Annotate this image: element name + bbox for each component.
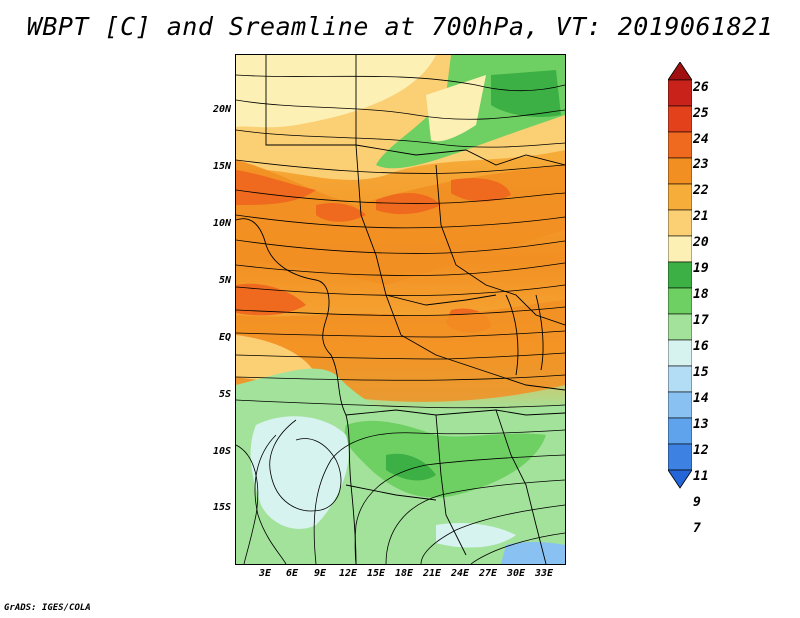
colorbar-segment (668, 157, 692, 185)
lat-label: 15N (212, 161, 231, 172)
colorbar-label: 14 (693, 391, 709, 406)
colorbar-label: 13 (693, 417, 709, 432)
colorbar-label: 7 (693, 521, 701, 536)
lon-label: 12E (338, 568, 358, 579)
lon-label: 21E (422, 568, 442, 579)
colorbar-segment (668, 287, 692, 315)
lon-label: 30E (506, 568, 526, 579)
colorbar-label: 26 (693, 80, 709, 95)
map-panel (235, 54, 566, 565)
wbpt-cold-patch-se (501, 541, 565, 564)
lon-label: 18E (394, 568, 414, 579)
colorbar-segment (668, 391, 692, 419)
colorbar-segment (668, 131, 692, 159)
colorbar-segment (668, 235, 692, 263)
lon-label: 27E (478, 568, 498, 579)
colorbar-label: 18 (693, 287, 709, 302)
lat-label: 5N (218, 275, 231, 286)
wbpt-hot-west (236, 170, 316, 205)
colorbar-segment (668, 313, 692, 341)
colorbar-label: 17 (693, 313, 709, 328)
wbpt-hot-cell-1 (316, 203, 366, 222)
lon-label: 33E (534, 568, 554, 579)
colorbar-label: 19 (693, 261, 709, 276)
footer-credit: GrADS: IGES/COLA (4, 603, 91, 613)
colorbar-segment (668, 79, 692, 107)
colorbar-label: 20 (693, 235, 709, 250)
colorbar-label: 21 (693, 209, 709, 224)
lon-label: 15E (366, 568, 386, 579)
colorbar-label: 25 (693, 106, 709, 121)
lat-label: 5S (218, 389, 231, 400)
colorbar-label: 9 (693, 495, 701, 510)
colorbar-label: 15 (693, 365, 709, 380)
colorbar-label: 23 (693, 157, 709, 172)
lat-label: 10S (212, 446, 231, 457)
colorbar-bottom-arrow (668, 469, 692, 489)
colorbar-segment (668, 417, 692, 445)
lon-label: 3E (258, 568, 272, 579)
lon-label: 6E (285, 568, 299, 579)
borders (236, 55, 565, 564)
colorbar-segment (668, 365, 692, 393)
wbpt-green-south-mid (344, 420, 546, 498)
colorbar-label: 24 (693, 132, 709, 147)
lat-label: 20N (212, 104, 231, 115)
lat-label: 15S (212, 502, 231, 513)
colorbar-label: 22 (693, 183, 709, 198)
colorbar-segment (668, 183, 692, 211)
wbpt-field-far-north (236, 55, 436, 128)
wbpt-dark-green-ne (491, 70, 561, 117)
colorbar-segment (668, 443, 692, 471)
wbpt-mild-west (236, 335, 316, 381)
colorbar-label: 11 (693, 469, 709, 484)
lat-label: 10N (212, 218, 231, 229)
wbpt-light-patch-ne (426, 75, 486, 142)
colorbar (668, 62, 692, 489)
colorbar-segment (668, 209, 692, 237)
colorbar-label: 16 (693, 339, 709, 354)
map-canvas (236, 55, 565, 564)
colorbar-segment (668, 261, 692, 289)
colorbar-segment (668, 105, 692, 133)
wbpt-hot-cell-3 (451, 178, 511, 202)
chart-title: WBPT [C] and Sreamline at 700hPa, VT: 20… (26, 12, 774, 41)
colorbar-label: 12 (693, 443, 709, 458)
lon-label: 24E (450, 568, 470, 579)
streamlines (236, 74, 565, 564)
colorbar-segment (668, 339, 692, 367)
lon-label: 9E (313, 568, 327, 579)
wbpt-cold-patch-s (436, 523, 516, 548)
lat-label: EQ (218, 332, 231, 343)
colorbar-top-arrow (668, 62, 692, 81)
wbpt-hot-cell-4 (236, 283, 306, 316)
